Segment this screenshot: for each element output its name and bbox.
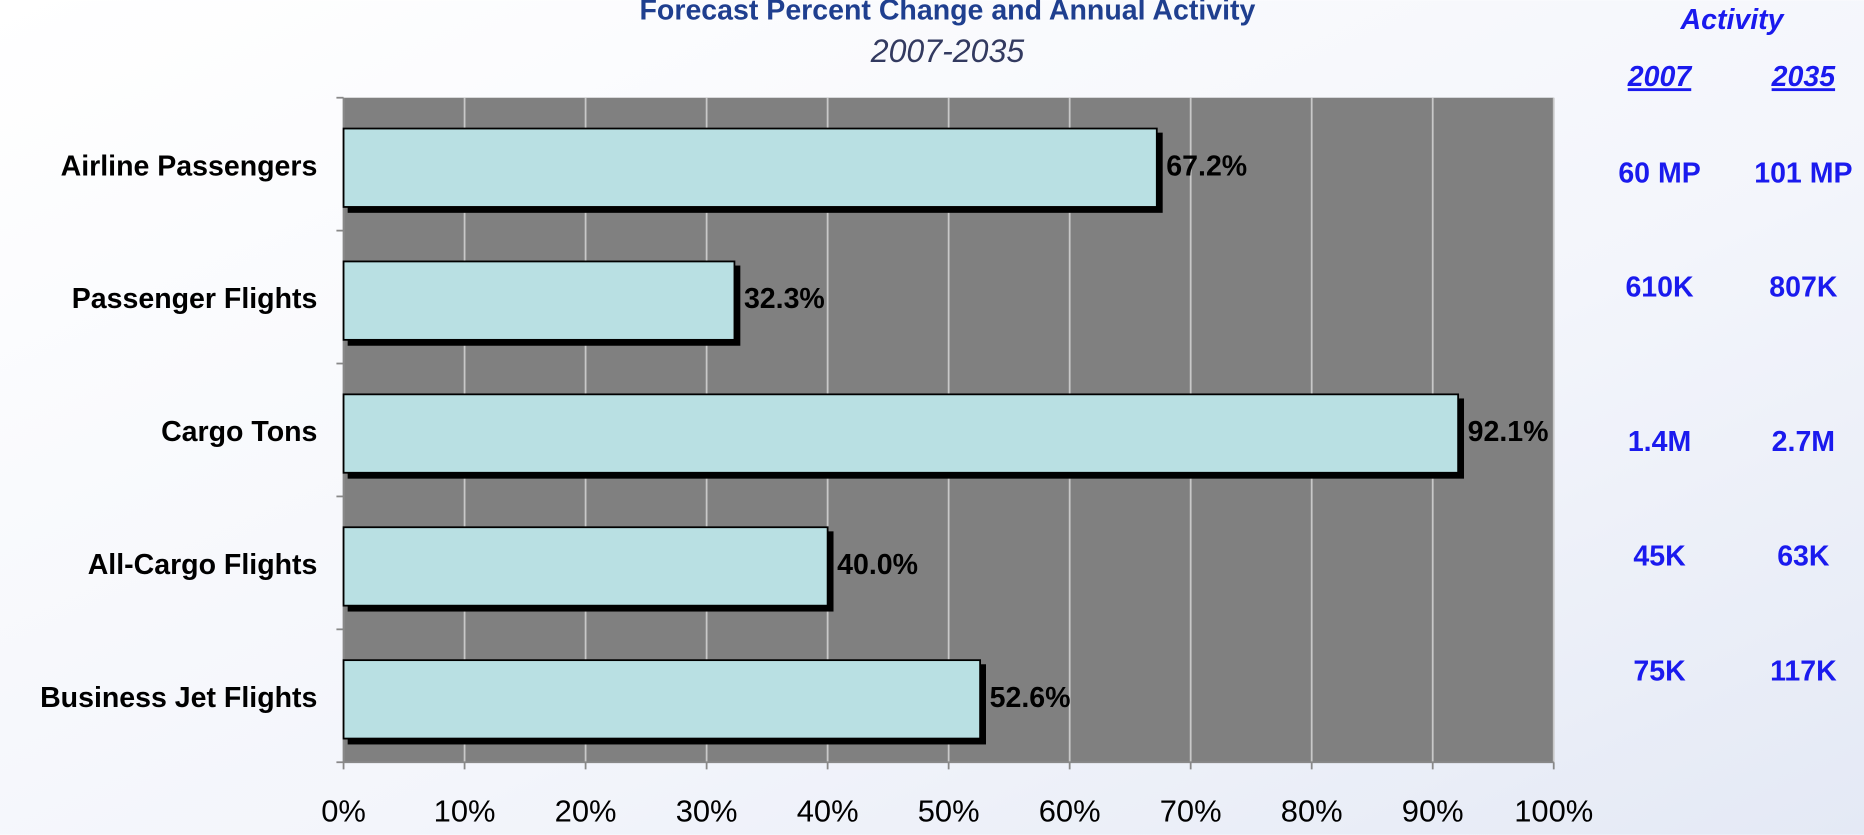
activity-value: 2.7M xyxy=(1772,426,1835,458)
data-label: 52.6% xyxy=(990,682,1071,714)
activity-column-header: 2035 xyxy=(1771,61,1837,93)
activity-value: 1.4M xyxy=(1628,426,1691,458)
bar xyxy=(342,526,829,607)
chart-subtitle: 2007-2035 xyxy=(870,33,1025,69)
y-tick-label: Airline Passengers xyxy=(61,150,318,182)
activity-value: 63K xyxy=(1777,540,1830,572)
bar xyxy=(342,393,1460,474)
activity-value: 60 MP xyxy=(1618,158,1700,190)
x-tick-label: 40% xyxy=(797,794,859,829)
y-tick-label: All-Cargo Flights xyxy=(88,549,318,581)
bar xyxy=(342,127,1158,208)
x-tick-label: 90% xyxy=(1402,794,1464,829)
x-tick-label: 70% xyxy=(1160,794,1222,829)
x-tick-label: 80% xyxy=(1281,794,1343,829)
bar xyxy=(342,659,981,740)
data-label: 40.0% xyxy=(837,549,918,581)
x-tick-label: 100% xyxy=(1514,794,1593,829)
x-tick-label: 0% xyxy=(321,794,366,829)
activity-value: 807K xyxy=(1769,272,1838,304)
activity-value: 45K xyxy=(1633,540,1686,572)
y-tick-label: Business Jet Flights xyxy=(40,682,317,714)
x-tick-label: 20% xyxy=(555,794,617,829)
data-label: 67.2% xyxy=(1166,150,1247,182)
chart-title: Forecast Percent Change and Annual Activ… xyxy=(640,0,1256,27)
activity-value: 610K xyxy=(1625,272,1694,304)
activity-value: 75K xyxy=(1633,656,1686,688)
x-tick-label: 50% xyxy=(918,794,980,829)
activity-value: 101 MP xyxy=(1754,158,1852,190)
x-tick-label: 30% xyxy=(676,794,738,829)
bar xyxy=(342,260,736,341)
x-tick-label: 10% xyxy=(434,794,496,829)
data-label: 32.3% xyxy=(744,283,825,315)
x-tick-label: 60% xyxy=(1039,794,1101,829)
y-tick-label: Passenger Flights xyxy=(72,283,318,315)
activity-column-header: 2007 xyxy=(1627,61,1693,93)
data-label: 92.1% xyxy=(1468,416,1549,448)
activity-value: 117K xyxy=(1770,656,1837,688)
activity-title: Activity xyxy=(1680,4,1786,36)
y-tick-label: Cargo Tons xyxy=(161,416,317,448)
